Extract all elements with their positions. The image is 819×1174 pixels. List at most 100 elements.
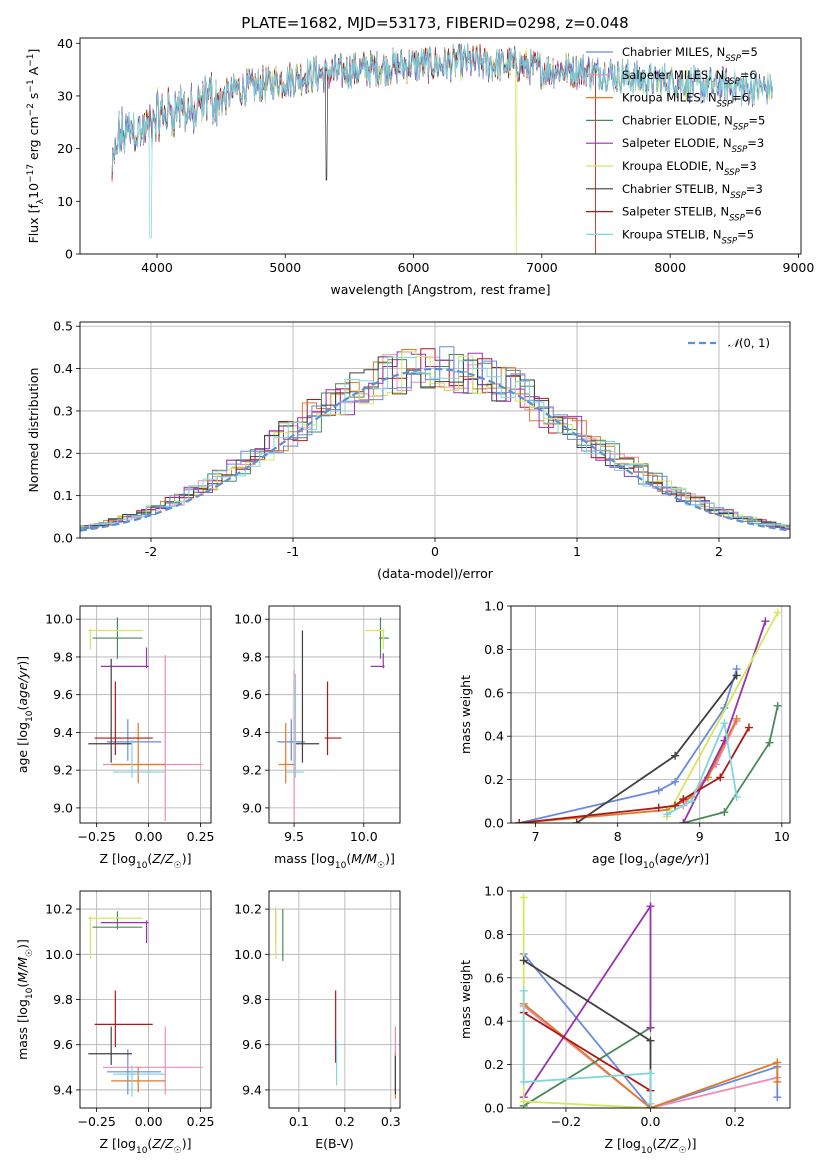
y-tick-label: 10.2: [234, 902, 262, 917]
series-marker: [519, 893, 528, 902]
y-tick-label: 0.5: [53, 319, 73, 334]
series-marker: [519, 956, 528, 965]
residuals-plot-area: [80, 346, 790, 532]
x-tick-label: 9.5: [284, 829, 304, 844]
y-tick-label: 9.6: [53, 687, 73, 702]
x-tick-label: −0.2: [551, 1114, 581, 1129]
x-tick-label: 8000: [654, 260, 686, 275]
y-tick-label: 0.8: [484, 642, 504, 657]
x-tick-label: -1: [287, 544, 299, 559]
legend-entry: Chabrier STELIB, NSSP=3: [622, 182, 763, 201]
x-tick-label: 0.2: [335, 1114, 355, 1129]
series-marker: [646, 1099, 655, 1108]
legend-entry: Kroupa ELODIE, NSSP=3: [622, 159, 757, 178]
y-tick-label: 0.0: [484, 1101, 504, 1116]
y-tick-label: 10.0: [234, 612, 262, 627]
y-tick-label: 40: [57, 36, 73, 51]
y-tick-label: 20: [57, 141, 73, 156]
age-vs-mass-chart: 9.5 10.0 9.0 9.2 9.4 9.6 9.8 10.0 mass [log10(M/…: [234, 605, 401, 871]
mass-vs-Z-axes: −0.25 0.00 0.25 9.4 9.6 9.8 10.0 10.2 Z [log10(Z…: [15, 890, 215, 1156]
x-axis-label: wavelength [Angstrom, rest frame]: [330, 282, 550, 297]
series-marker: [646, 1023, 655, 1032]
y-tick-label: 0.0: [484, 816, 504, 831]
series-marker: [720, 719, 729, 728]
series-marker: [519, 1077, 528, 1086]
y-axis-label: mass weight: [458, 675, 473, 754]
weight-vs-Z-axes: −0.2 0.0 0.2 0.0 0.2 0.4 0.6 0.8 1.0 Z [log10(Z/Z…: [458, 884, 791, 1156]
series-marker: [519, 986, 528, 995]
spectrum-legend: Chabrier MILES, NSSP=5 Salpeter MILES, NS…: [586, 45, 765, 246]
age-vs-mass-axes: 9.5 10.0 9.0 9.2 9.4 9.6 9.8 10.0 mass [log10(M/…: [234, 605, 401, 871]
age-vs-mass-plot-area: [277, 617, 389, 822]
figure-title: PLATE=1682, MJD=53173, FIBERID=0298, z=0…: [241, 14, 628, 32]
histogram-series: [80, 356, 790, 530]
series-marker: [671, 751, 680, 760]
y-axis-label: mass [log10(M/M☉)]: [15, 939, 35, 1060]
series-line: [519, 727, 750, 823]
age-vs-Z-frame: [79, 605, 212, 824]
mass-vs-Z-chart: −0.25 0.00 0.25 9.4 9.6 9.8 10.0 10.2 Z [log10(Z…: [15, 890, 215, 1156]
spectrum-axes: 4000 5000 6000 7000 8000 9000 0 10 20 30 40 wavelen…: [26, 36, 814, 297]
y-axis-label: Normed distribution: [26, 368, 41, 493]
y-tick-label: 9.8: [242, 992, 262, 1007]
x-tick-label: 0: [431, 544, 439, 559]
legend-entry: Chabrier ELODIE, NSSP=5: [622, 113, 765, 132]
mass-vs-EBV-frame: [268, 890, 401, 1109]
y-tick-label: 9.4: [53, 1082, 73, 1097]
y-tick-label: 9.6: [242, 687, 262, 702]
weight-vs-Z-plot-area: [519, 893, 782, 1108]
y-tick-label: 0: [65, 247, 73, 262]
legend-entry: Salpeter MILES, NSSP=6: [622, 68, 757, 87]
series-marker: [744, 723, 753, 732]
y-tick-label: 10.0: [45, 612, 73, 627]
y-tick-label: 9.6: [242, 1037, 262, 1052]
x-tick-label: 7: [532, 829, 540, 844]
series-marker: [773, 1058, 782, 1067]
series-marker: [720, 808, 729, 817]
y-tick-label: 9.2: [53, 763, 73, 778]
mass-vs-EBV-axes: 0.1 0.2 0.3 9.4 9.6 9.8 10.0 10.2 E(B-V): [234, 890, 401, 1151]
x-axis-label: Z [log10(Z/Z☉)]: [605, 1136, 697, 1156]
series-marker: [716, 773, 725, 782]
spectrum-plot-area: [111, 42, 773, 254]
series-line: [523, 1005, 778, 1108]
series-marker: [773, 1077, 782, 1086]
series-marker: [671, 777, 680, 786]
series-marker: [773, 608, 782, 617]
x-tick-label: -2: [145, 544, 157, 559]
spectrum-chart: 4000 5000 6000 7000 8000 9000 0 10 20 30 40 wavelen…: [26, 36, 814, 297]
series-marker: [646, 902, 655, 911]
x-tick-label: 6000: [398, 260, 430, 275]
y-tick-label: 0.8: [484, 927, 504, 942]
x-tick-label: 1: [573, 544, 581, 559]
normal-curve: [80, 367, 790, 532]
y-tick-label: 0.6: [484, 685, 504, 700]
legend-entry: Kroupa STELIB, NSSP=5: [622, 227, 754, 246]
x-tick-label: 0.1: [289, 1114, 309, 1129]
age-vs-Z-grid: [80, 606, 211, 823]
x-axis-label: Z [log10(Z/Z☉)]: [100, 1136, 192, 1156]
y-tick-label: 0.4: [53, 361, 73, 376]
weight-vs-age-plot-area: [515, 608, 782, 823]
weight-vs-Z-chart: −0.2 0.0 0.2 0.0 0.2 0.4 0.6 0.8 1.0 Z [log10(Z/Z…: [458, 884, 791, 1156]
series-marker: [671, 801, 680, 810]
x-tick-label: 0.00: [135, 829, 163, 844]
y-axis-label: age [log10(age/yr)]: [15, 656, 35, 773]
series-marker: [773, 1093, 782, 1102]
spectrum-series-line: [111, 42, 773, 239]
weight-vs-Z-frame: [510, 890, 791, 1109]
y-tick-label: 9.8: [53, 992, 73, 1007]
weight-vs-age-chart: 7 8 9 10 0.0 0.2 0.4 0.6 0.8 1.0 age [log10(age/yr…: [458, 599, 791, 871]
y-tick-label: 9.4: [242, 725, 262, 740]
legend-entry: Kroupa MILES, NSSP=6: [622, 91, 749, 110]
y-tick-label: 9.0: [242, 800, 262, 815]
y-tick-label: 0.6: [484, 970, 504, 985]
x-tick-label: 0.2: [725, 1114, 745, 1129]
y-tick-label: 0.3: [53, 403, 73, 418]
x-tick-label: −0.25: [77, 1114, 115, 1129]
y-tick-label: 10.0: [45, 947, 73, 962]
x-tick-label: 0.25: [187, 829, 215, 844]
x-tick-label: 0.00: [135, 1114, 163, 1129]
y-tick-label: 10.2: [45, 902, 73, 917]
age-vs-Z-chart: −0.25 0.00 0.25 9.0 9.2 9.4 9.6 9.8 10.0 Z [log10…: [15, 605, 215, 871]
